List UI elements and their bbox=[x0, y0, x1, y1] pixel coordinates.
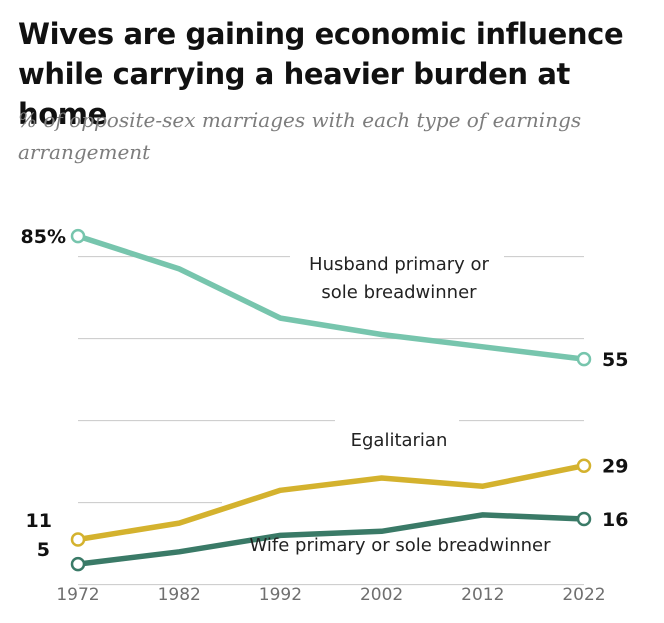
series-line-wife-primary-or-sole-breadwinner bbox=[75, 512, 587, 567]
point-marker-wife-primary-or-sole-breadwinner bbox=[70, 556, 86, 572]
gridlines bbox=[78, 244, 592, 586]
point-marker-husband-primary-or-sole-breadwinner bbox=[70, 228, 86, 244]
data-label-end: 29 bbox=[602, 456, 628, 478]
label-background bbox=[290, 244, 504, 269]
x-tick-label: 1972 bbox=[56, 585, 99, 605]
label-background bbox=[335, 408, 459, 433]
label-background bbox=[222, 490, 592, 515]
point-marker-egalitarian bbox=[70, 532, 86, 547]
chart-subtitle: % of opposite-sex marriages with each ty… bbox=[18, 108, 582, 164]
data-label-start: 85% bbox=[21, 226, 66, 248]
chart-title: Wives are gaining economic influence whi… bbox=[18, 17, 624, 131]
series-label-egalitarian: Egalitarian bbox=[351, 430, 448, 451]
series-label-wife-primary-or-sole-breadwinner: Wife primary or sole breadwinner bbox=[250, 535, 552, 556]
data-label-start: 11 bbox=[26, 510, 52, 532]
data-label-end: 55 bbox=[602, 349, 628, 371]
point-marker-husband-primary-or-sole-breadwinner bbox=[576, 351, 592, 367]
data-label-end: 16 bbox=[602, 509, 628, 531]
point-marker-egalitarian bbox=[576, 458, 592, 473]
series-line-egalitarian bbox=[75, 462, 587, 543]
x-tick-label: 1982 bbox=[158, 585, 201, 605]
series-label-husband-primary-or-sole-breadwinner: Husband primary or sole breadwinner bbox=[309, 254, 490, 303]
endpoint-markers bbox=[70, 228, 592, 572]
x-tick-label: 2022 bbox=[562, 585, 605, 605]
data-label-start: 5 bbox=[37, 539, 50, 561]
series-line-husband-primary-or-sole-breadwinner bbox=[75, 233, 587, 362]
series-lines bbox=[75, 233, 587, 567]
point-marker-wife-primary-or-sole-breadwinner bbox=[576, 511, 592, 527]
x-tick-label: 1992 bbox=[259, 585, 302, 605]
x-tick-label: 2002 bbox=[360, 585, 403, 605]
x-tick-label: 2012 bbox=[461, 585, 504, 605]
data-labels: 85% 55 Husband primary or sole breadwinner 1… bbox=[21, 226, 629, 561]
x-axis: 1972 1982 1992 2002 2012 2022 bbox=[56, 585, 605, 605]
